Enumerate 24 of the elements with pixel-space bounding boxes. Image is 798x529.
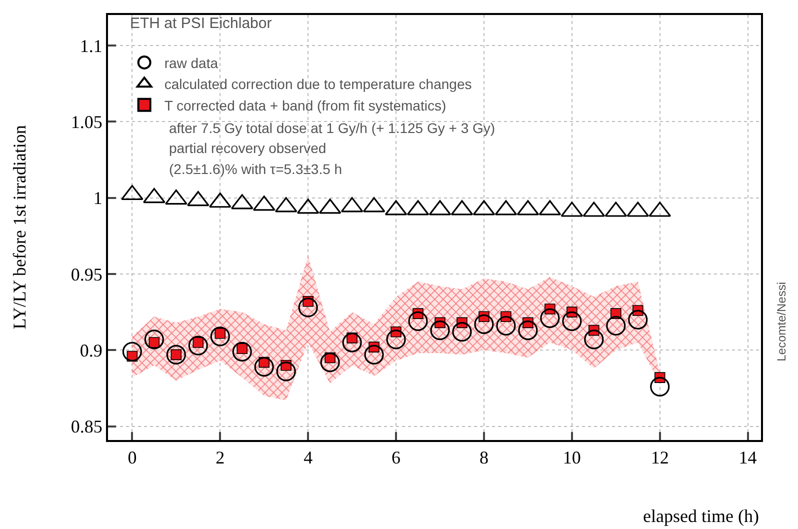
y-tick-label: 0.9 bbox=[80, 340, 102, 360]
text: Lecomte/Nessi bbox=[774, 282, 788, 362]
annotation: partial recovery observed bbox=[169, 140, 326, 156]
legend-label: calculated correction due to temperature changes bbox=[164, 76, 472, 92]
legend-title: ETH at PSI Eichlabor bbox=[130, 15, 272, 32]
x-tick-label: 8 bbox=[479, 448, 488, 468]
y-tick-label: 0.85 bbox=[70, 416, 102, 437]
legend-label: T corrected data + band (from fit systematics) bbox=[164, 97, 446, 114]
x-axis-title: elapsed time (h) bbox=[643, 506, 759, 526]
x-tick-label: 14 bbox=[738, 448, 757, 468]
annotation: (2.5±1.6)% with τ=5.3±3.5 h bbox=[169, 161, 342, 177]
x-tick-label: 2 bbox=[216, 448, 225, 468]
x-tick-label: 6 bbox=[392, 448, 401, 468]
x-tick-label: 0 bbox=[128, 448, 137, 468]
legend-label: raw data bbox=[164, 54, 218, 71]
x-tick-label: 10 bbox=[562, 448, 581, 468]
x-tick-label: 12 bbox=[650, 448, 669, 468]
y-tick-label: 1.1 bbox=[80, 36, 102, 56]
x-tick-label: 4 bbox=[304, 448, 313, 468]
annotation: after 7.5 Gy total dose at 1 Gy/h (+ 1.125 Gy + 3 Gy) bbox=[169, 120, 496, 136]
y-tick-label: 1 bbox=[93, 188, 102, 208]
y-tick-label: 0.95 bbox=[70, 264, 102, 284]
y-tick-label: 1.05 bbox=[70, 112, 102, 132]
y-axis-title: LY/LY before 1st irradiation bbox=[9, 125, 30, 330]
